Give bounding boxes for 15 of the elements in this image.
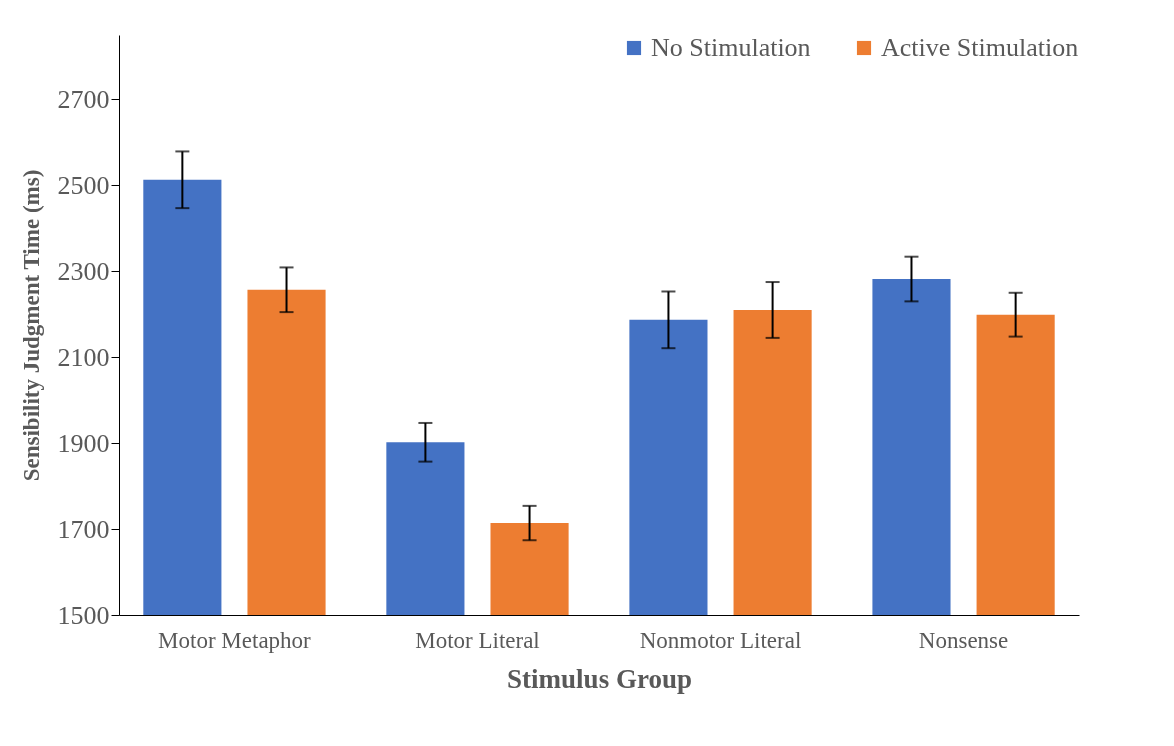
y-tick-label: 2700 [57,84,110,114]
x-tick-label: Nonsense [918,627,1009,653]
y-tick-label: 1500 [57,600,110,630]
legend-label: No Stimulation [651,33,811,62]
y-axis-title: Sensibility Judgment Time (ms) [18,169,44,482]
y-tick-label: 2500 [57,170,110,200]
legend-label: Active Stimulation [881,33,1079,62]
y-tick-label: 1900 [57,428,110,458]
y-tick-label: 1700 [57,514,110,544]
x-axis-title: Stimulus Group [507,663,692,694]
x-tick-label: Motor Literal [415,627,540,653]
x-tick-label: Motor Metaphor [158,627,312,653]
y-tick-label: 2100 [57,342,110,372]
x-tick-label: Nonmotor Literal [639,627,802,653]
y-tick-label: 2300 [57,256,110,286]
